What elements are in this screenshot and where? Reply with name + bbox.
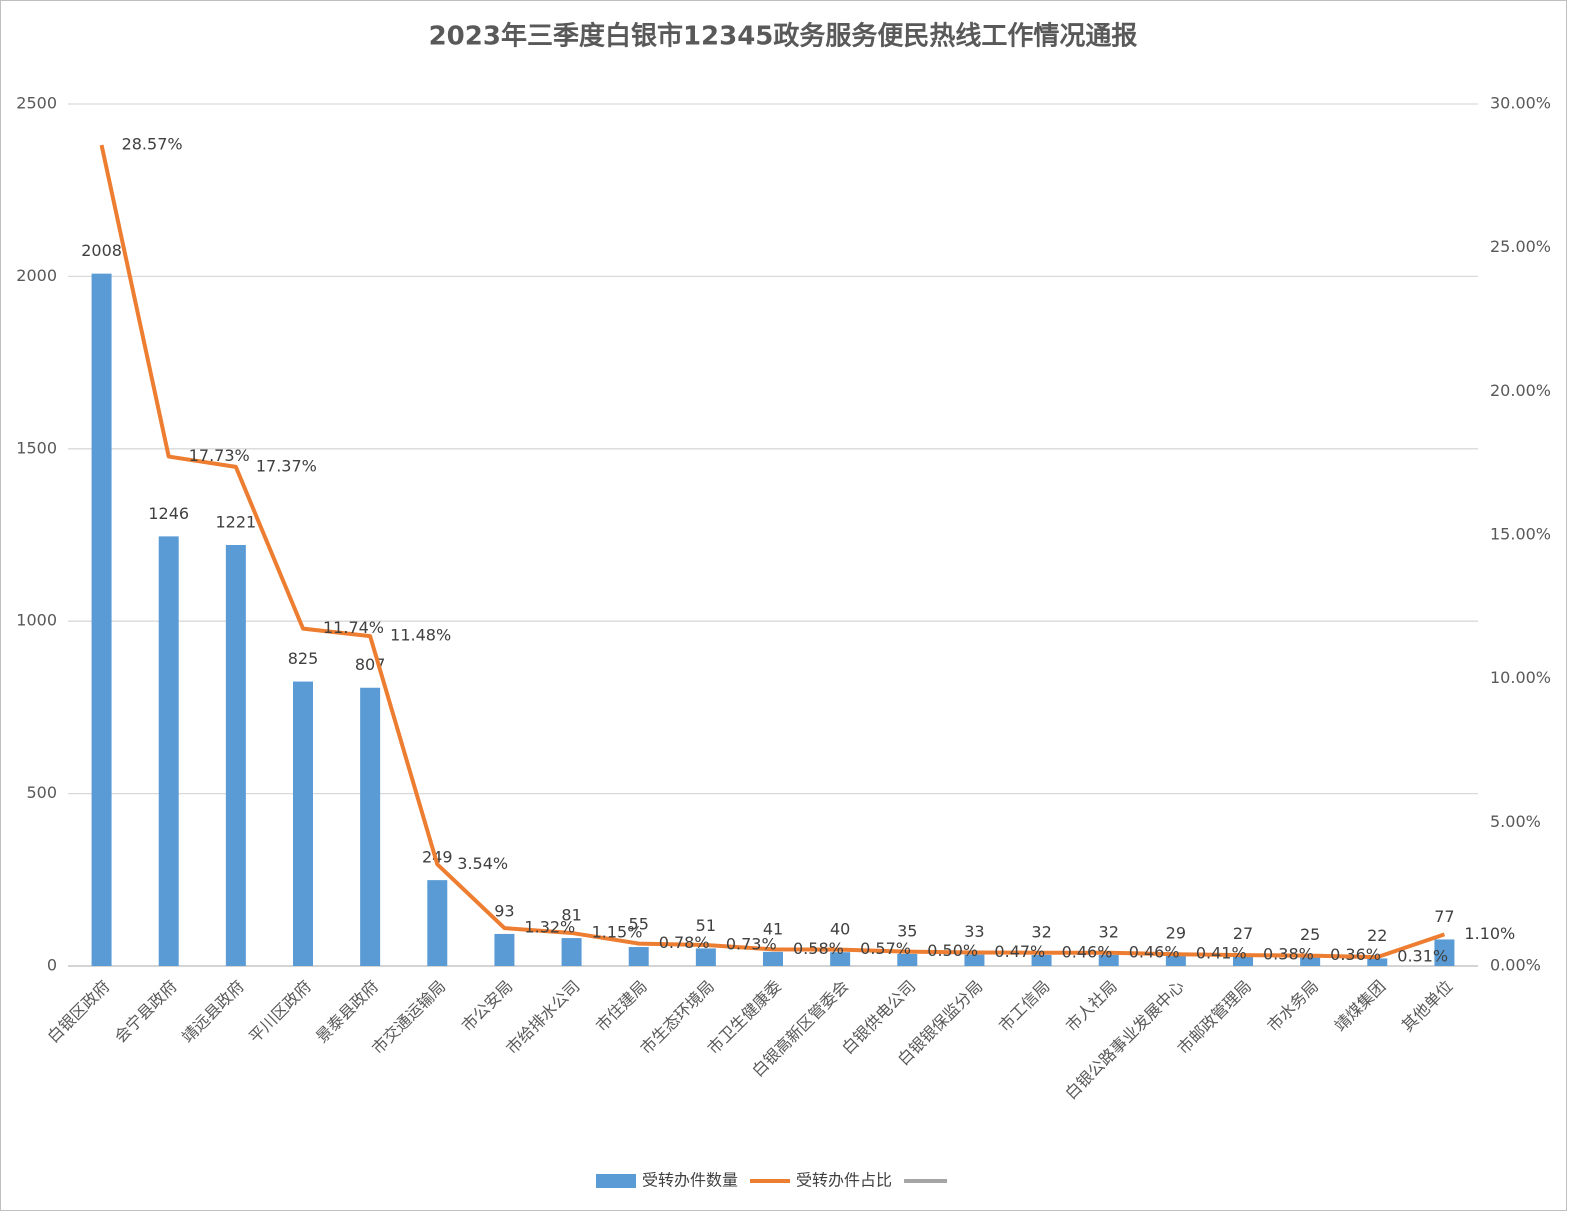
bar: [1300, 957, 1321, 966]
legend-label: 受转办件占比: [796, 1171, 892, 1190]
y-tick-label: 1000: [16, 611, 57, 630]
bar-value-label: 41: [763, 919, 783, 938]
line-series: [99, 144, 1446, 960]
line-value-label: 3.54%: [457, 854, 508, 873]
legend-swatch: [596, 1174, 636, 1188]
bar: [158, 536, 179, 966]
bar: [494, 933, 515, 966]
bar-value-label: 1246: [148, 504, 189, 523]
y-tick-label: 2000: [16, 266, 57, 285]
bar: [964, 954, 985, 966]
bar-value-label: 55: [629, 915, 649, 934]
bar-value-label: 33: [964, 922, 984, 941]
bar-value-label: 22: [1367, 926, 1387, 945]
line-value-label: 0.50%: [927, 941, 978, 960]
bar: [1434, 939, 1455, 966]
y2-tick-label: 30.00%: [1490, 94, 1551, 113]
y-tick-label: 0: [47, 956, 57, 975]
line-value-label: 17.73%: [189, 446, 250, 465]
line-value-label: 1.15%: [592, 922, 643, 941]
y2-tick-label: 0.00%: [1490, 956, 1541, 975]
line-value-label: 0.47%: [994, 942, 1045, 961]
bar: [897, 953, 918, 966]
y2-tick-label: 25.00%: [1490, 237, 1551, 256]
line-value-label: 0.73%: [726, 935, 777, 954]
line-value-label: 11.74%: [323, 618, 384, 637]
bar-value-label: 81: [561, 906, 581, 925]
bar: [225, 544, 246, 966]
bar-value-label: 825: [288, 649, 319, 668]
bar-value-label: 249: [422, 848, 453, 867]
legend-label: 受转办件数量: [642, 1171, 738, 1190]
bar: [1165, 956, 1186, 966]
bar-value-label: 29: [1166, 924, 1186, 943]
y-tick-label: 1500: [16, 438, 57, 457]
bar: [1233, 956, 1253, 966]
y-tick-label: 500: [26, 783, 57, 802]
line-value-label: 1.32%: [524, 918, 575, 937]
bar: [695, 948, 716, 966]
y-tick-label: 2500: [16, 94, 57, 113]
bar-value-label: 93: [494, 901, 514, 920]
bar: [293, 681, 313, 966]
chart-title: 2023年三季度白银市12345政务服务便民热线工作情况通报: [429, 21, 1138, 52]
line-value-label: 1.10%: [1464, 924, 1515, 943]
y2-tick-label: 10.00%: [1490, 668, 1551, 687]
bar-value-label: 40: [830, 920, 850, 939]
line-value-label: 0.41%: [1196, 944, 1247, 963]
line-value-label: 0.46%: [1062, 942, 1113, 961]
bar-value-label: 1221: [215, 512, 256, 531]
bar-value-label: 77: [1434, 907, 1454, 926]
line-value-label: 0.36%: [1330, 945, 1381, 964]
bar-value-label: 27: [1233, 924, 1253, 943]
bar-value-label: 35: [897, 921, 917, 940]
bar: [628, 947, 649, 966]
line-value-label: 0.38%: [1263, 945, 1314, 964]
bar: [1098, 954, 1119, 966]
bar-value-label: 2008: [81, 241, 122, 260]
line-value-label: 0.58%: [793, 939, 844, 958]
bar: [1031, 954, 1052, 966]
bar: [830, 952, 851, 966]
bar: [427, 880, 448, 966]
line-value-label: 28.57%: [122, 135, 183, 154]
y2-tick-label: 20.00%: [1490, 381, 1551, 400]
bar-value-label: 32: [1031, 922, 1051, 941]
line-value-label: 0.78%: [659, 933, 710, 952]
bar: [763, 951, 783, 966]
line-value-label: 0.46%: [1129, 942, 1180, 961]
line-value-label: 0.57%: [860, 939, 911, 958]
bar: [91, 273, 112, 966]
line-value-label: 11.48%: [390, 626, 451, 645]
line-value-label: 0.31%: [1397, 947, 1448, 966]
bar: [1367, 958, 1388, 966]
y2-tick-label: 5.00%: [1490, 812, 1541, 831]
bar-value-label: 25: [1300, 925, 1320, 944]
line-value-label: 17.37%: [256, 456, 317, 475]
bar: [561, 938, 582, 966]
bar-value-label: 32: [1099, 922, 1119, 941]
bar-value-label: 51: [696, 916, 716, 935]
bar: [360, 687, 381, 966]
y2-tick-label: 15.00%: [1490, 525, 1551, 544]
